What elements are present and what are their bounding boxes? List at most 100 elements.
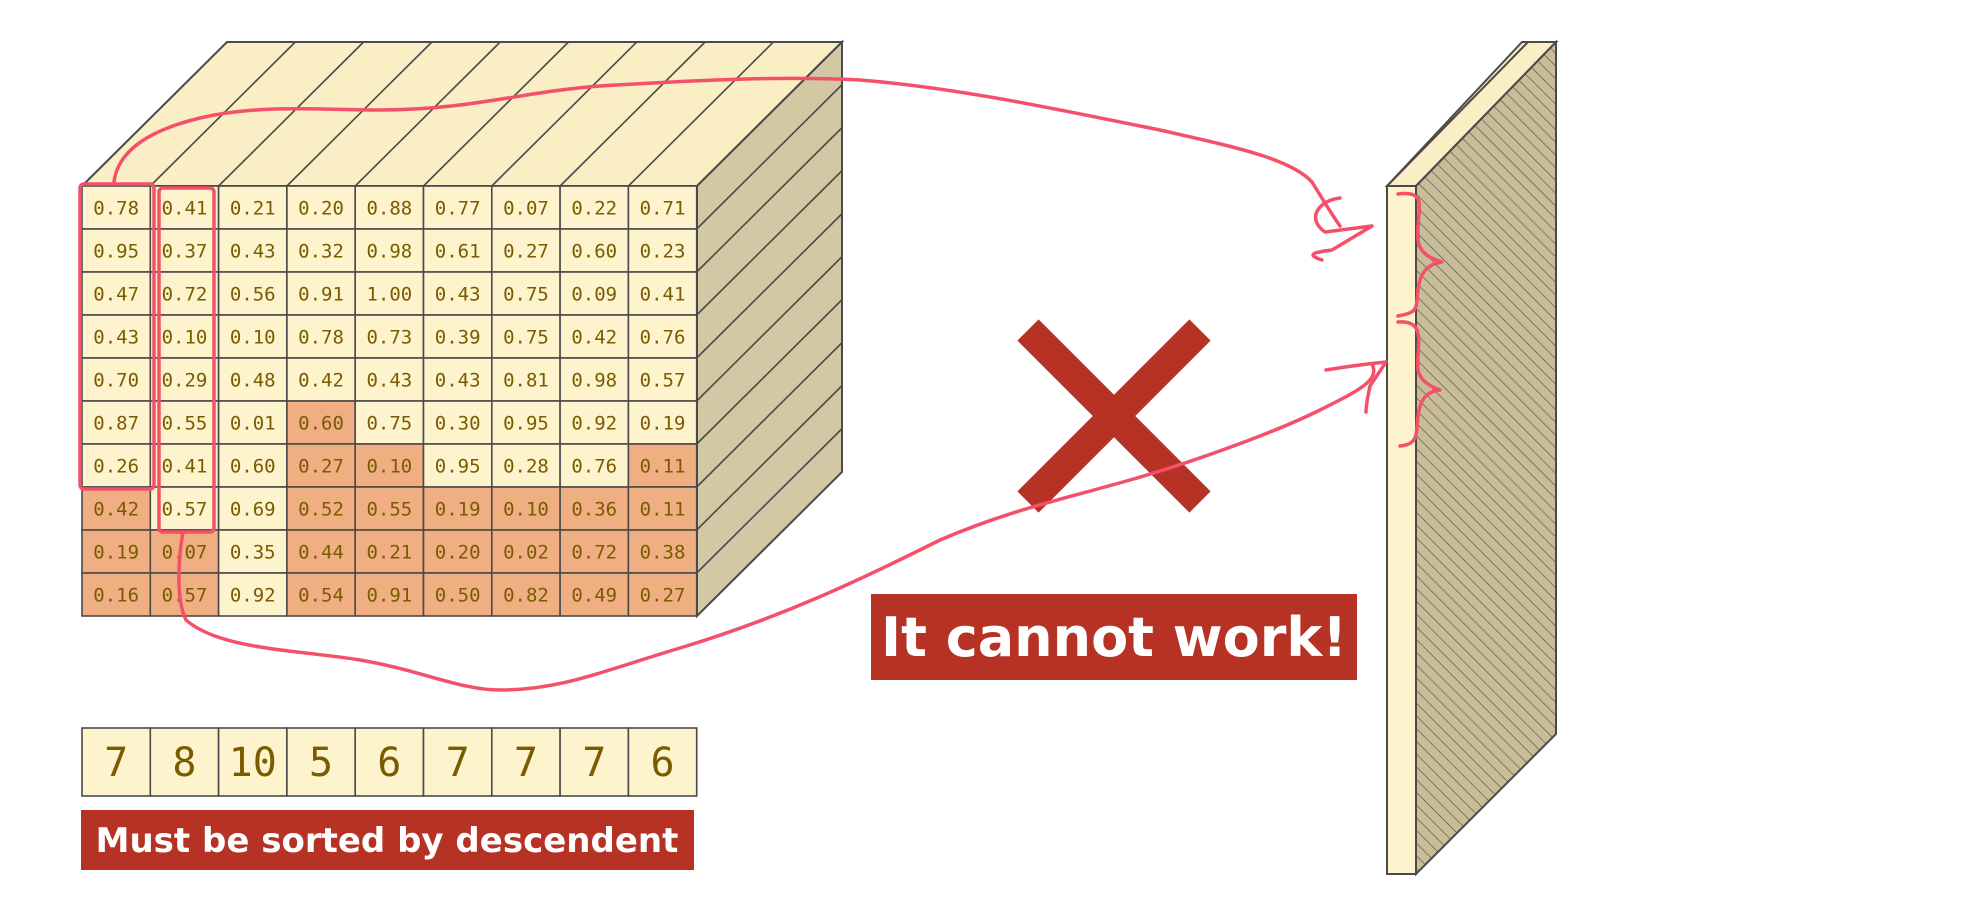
tensor-cell-value: 0.43	[93, 327, 139, 349]
tensor-cell: 0.01	[217, 400, 288, 445]
tensor-cell-value: 1.00	[366, 284, 412, 306]
tensor-cell-valid	[354, 357, 425, 402]
tensor-cell-value: 0.10	[230, 327, 276, 349]
tensor-cell-value: 0.54	[298, 585, 344, 607]
tensor-cell-value: 0.77	[435, 198, 481, 220]
length-value: 6	[377, 740, 401, 786]
tensor-cell: 0.47	[81, 271, 152, 316]
tensor-cell: 0.38	[627, 529, 698, 574]
tensor-cell: 0.60	[559, 228, 630, 273]
packed-output-slab	[1384, 39, 1559, 877]
tensor-cell-value: 0.28	[503, 456, 549, 478]
tensor-cell: 0.29	[149, 357, 220, 402]
tensor-cell-valid	[627, 400, 698, 445]
tensor-cell-value: 0.29	[162, 370, 208, 392]
tensor-cell-value: 0.21	[230, 198, 276, 220]
tensor-cell-valid	[354, 400, 425, 445]
length-value: 7	[104, 740, 128, 786]
tensor-cube: 0.78 0.41 0.21 0.20 0.88 0.77 0.07 0.22 0.71 0.95…	[79, 39, 845, 619]
length-cell	[354, 727, 425, 797]
length-value: 6	[651, 740, 675, 786]
tensor-cell-valid	[627, 228, 698, 273]
tensor-cell-value: 0.48	[230, 370, 276, 392]
tensor-cell: 0.55	[354, 486, 425, 531]
length-value: 8	[172, 740, 196, 786]
arrow-sequence-1-path	[112, 76, 1314, 184]
tensor-cell-valid	[81, 271, 152, 316]
tensor-cell: 0.41	[149, 443, 220, 488]
tensor-cell-valid	[627, 185, 698, 230]
tensor-cell: 0.11	[627, 443, 698, 488]
tensor-cell: 0.19	[627, 400, 698, 445]
tensor-cell: 0.10	[217, 314, 288, 359]
tensor-cell-value: 0.98	[366, 241, 412, 263]
tensor-cell-padding	[490, 572, 561, 617]
brace-sequence-1	[1396, 191, 1444, 318]
tensor-cell-value: 0.88	[366, 198, 412, 220]
tensor-cell-padding	[422, 486, 493, 531]
tensor-cell-value: 0.27	[640, 585, 686, 607]
tensor-cell-value: 0.75	[503, 327, 549, 349]
tensor-cell-valid	[490, 271, 561, 316]
tensor-cell: 0.57	[149, 486, 220, 531]
tensor-cell-valid	[81, 357, 152, 402]
tensor-cell-value: 0.41	[162, 456, 208, 478]
tensor-cell: 0.54	[286, 572, 356, 617]
tensor-cell-value: 0.76	[571, 456, 617, 478]
tensor-cell: 0.75	[354, 400, 425, 445]
tensor-cell-value: 0.30	[435, 413, 481, 435]
tensor-cell: 0.43	[217, 228, 288, 273]
tensor-cell-valid	[217, 400, 288, 445]
tensor-cell-value: 0.71	[640, 198, 686, 220]
tensor-cell-value: 0.72	[571, 542, 617, 564]
tensor-cell: 0.91	[286, 271, 356, 316]
tensor-cell: 0.36	[559, 486, 630, 531]
length-cell	[627, 727, 698, 797]
tensor-cell: 0.92	[217, 572, 288, 617]
tensor-cell-value: 0.81	[503, 370, 549, 392]
tensor-cell-value: 0.76	[640, 327, 686, 349]
warning-banner: It cannot work!	[871, 594, 1357, 680]
tensor-cell-value: 0.26	[93, 456, 139, 478]
tensor-cell-value: 0.98	[571, 370, 617, 392]
tensor-cell-value: 0.07	[503, 198, 549, 220]
cube-top-divider	[627, 41, 774, 187]
cube-side-divider	[696, 342, 843, 488]
length-cell	[422, 727, 493, 797]
tensor-cell-value: 0.20	[298, 198, 344, 220]
tensor-cell: 0.60	[286, 400, 356, 445]
tensor-cell-value: 0.95	[503, 413, 549, 435]
sequence-2-highlight	[157, 186, 216, 534]
tensor-cell-value: 0.42	[298, 370, 344, 392]
tensor-cell-padding	[286, 443, 356, 488]
tensor-cell: 0.32	[286, 228, 356, 273]
tensor-cell-valid	[559, 228, 630, 273]
length-value: 7	[446, 740, 470, 786]
tensor-cell: 0.42	[286, 357, 356, 402]
tensor-cell: 0.91	[354, 572, 425, 617]
tensor-cell: 0.27	[286, 443, 356, 488]
tensor-cell-padding	[559, 572, 630, 617]
tensor-cell: 0.10	[354, 443, 425, 488]
tensor-cell-value: 0.92	[230, 585, 276, 607]
tensor-cell: 0.92	[559, 400, 630, 445]
tensor-cube-front-grid: 0.78 0.41 0.21 0.20 0.88 0.77 0.07 0.22 0.71 0.95…	[81, 185, 698, 617]
tensor-cell: 0.43	[422, 271, 493, 316]
tensor-cell: 0.07	[490, 185, 561, 230]
length-cell	[559, 727, 630, 797]
tensor-cell-value: 0.82	[503, 585, 549, 607]
cube-side-divider	[696, 385, 843, 531]
tensor-cell-value: 0.11	[640, 499, 686, 521]
tensor-cell-padding	[354, 572, 425, 617]
tensor-cell-value: 0.60	[298, 413, 344, 435]
tensor-cell: 0.19	[81, 529, 152, 574]
tensor-cell-value: 0.20	[435, 542, 481, 564]
cube-top-divider	[286, 41, 433, 187]
tensor-cell: 0.88	[354, 185, 425, 230]
tensor-cell: 0.50	[422, 572, 493, 617]
tensor-cell: 0.70	[81, 357, 152, 402]
tensor-cell-value: 0.69	[230, 499, 276, 521]
tensor-cell-value: 0.57	[162, 585, 208, 607]
tensor-cell-value: 0.43	[366, 370, 412, 392]
